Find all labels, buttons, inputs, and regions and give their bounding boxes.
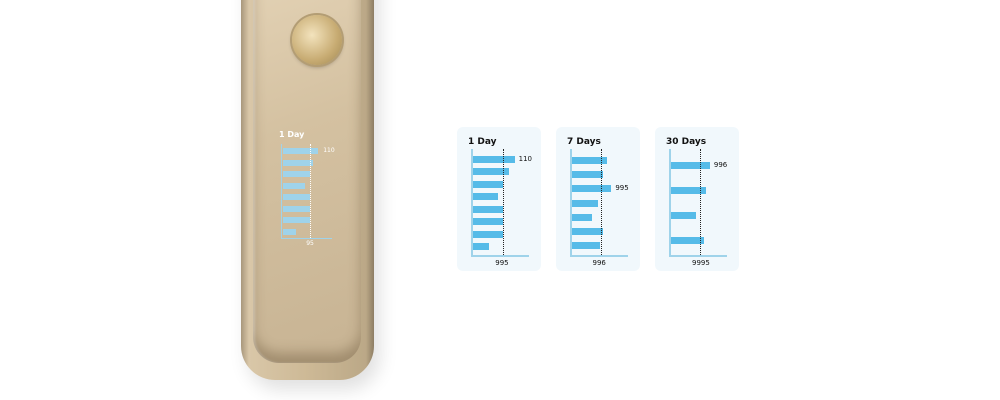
y-axis	[570, 149, 572, 255]
device-bar	[283, 205, 311, 212]
fingerprint-knob	[292, 15, 342, 65]
bar	[671, 237, 704, 244]
bar	[572, 199, 598, 207]
bar	[572, 242, 600, 250]
value-label: 995	[615, 184, 629, 193]
reference-label: 996	[592, 259, 606, 267]
device-bar	[283, 228, 297, 235]
chart-title: 7 Days	[567, 137, 601, 147]
reference-label: 9995	[692, 259, 710, 267]
bar	[473, 168, 510, 176]
reference-line	[700, 149, 701, 255]
bar	[671, 187, 706, 194]
device-reference-label: 95	[306, 240, 314, 247]
chart-card-1-day: 1 Day 110 995	[457, 127, 541, 271]
device-y-axis	[281, 144, 282, 238]
chart-title: 30 Days	[666, 137, 707, 147]
bar	[473, 230, 504, 238]
bar	[473, 205, 504, 213]
bar	[473, 193, 498, 201]
bar	[671, 212, 696, 219]
bar	[473, 180, 504, 188]
device-bar	[283, 171, 311, 177]
reference-label: 995	[495, 259, 509, 267]
device-reference-line	[310, 144, 312, 238]
bar	[572, 170, 604, 178]
bar	[671, 162, 710, 169]
bar	[572, 228, 604, 236]
bar	[572, 156, 608, 164]
device-bar	[283, 217, 311, 223]
device-bar	[283, 159, 313, 166]
bar	[473, 218, 504, 226]
chart-card-7-days: 7 Days 995 996	[556, 127, 640, 271]
device-screen	[253, 0, 361, 363]
device-chart-title: 1 Day	[279, 130, 305, 139]
x-axis	[669, 255, 727, 257]
x-axis	[471, 255, 529, 257]
value-label: 996	[713, 161, 728, 169]
value-label: 110	[518, 154, 532, 163]
device-bar	[283, 194, 311, 200]
device-value-label: 110	[323, 147, 335, 154]
device-bar	[283, 182, 306, 189]
reference-line	[600, 149, 602, 255]
y-axis	[669, 149, 671, 255]
reference-line	[503, 149, 505, 255]
bar	[572, 185, 612, 193]
device-x-axis	[281, 238, 332, 239]
bar	[473, 243, 489, 251]
chart-card-30-days: 30 Days 996 9995	[655, 127, 739, 271]
chart-title: 1 Day	[468, 137, 497, 147]
device-chart: 1 Day 110 95	[279, 130, 339, 250]
bar	[473, 155, 515, 163]
y-axis	[471, 149, 473, 255]
x-axis	[570, 255, 628, 257]
device-bar	[283, 148, 319, 154]
bar	[572, 213, 592, 221]
smart-lock-device	[241, 0, 374, 380]
